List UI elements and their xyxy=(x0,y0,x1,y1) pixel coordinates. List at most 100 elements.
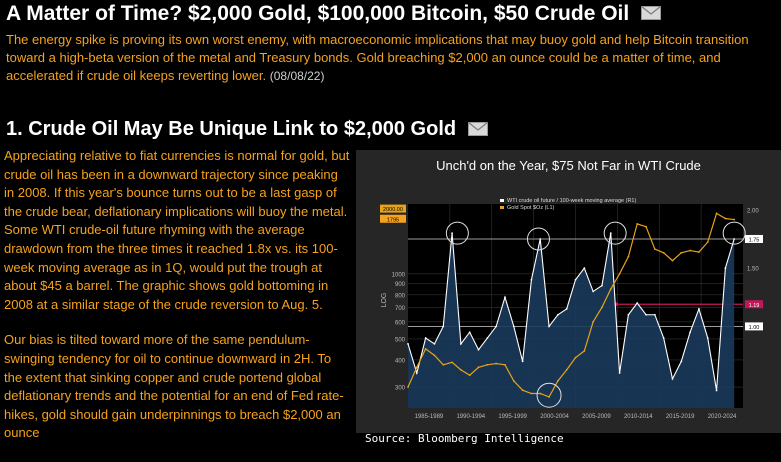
gold-point xyxy=(645,225,647,228)
oil-point xyxy=(618,372,621,374)
oil-point xyxy=(715,389,718,392)
oil-point xyxy=(689,331,692,334)
oil-point xyxy=(627,313,630,316)
gold-point xyxy=(680,251,683,254)
oil-point xyxy=(645,313,647,316)
oil-point xyxy=(539,238,542,240)
x-tick-label: 2015-2019 xyxy=(666,414,695,420)
oil-point xyxy=(442,325,445,328)
annotation-circle xyxy=(526,227,550,251)
x-tick-label: 1995-1999 xyxy=(498,414,527,420)
gold-point xyxy=(574,356,577,359)
section-heading-text: 1. Crude Oil May Be Unique Link to $2,00… xyxy=(6,118,457,140)
article-summary: The energy spike is proving its own wors… xyxy=(6,31,776,85)
gold-point xyxy=(706,241,709,244)
gold-point xyxy=(512,380,515,382)
oil-point xyxy=(459,342,462,345)
oil-point xyxy=(407,342,409,345)
annotation-circle xyxy=(722,221,746,245)
gold-point xyxy=(715,212,718,215)
legend-swatch-gold xyxy=(500,206,504,209)
gold-point xyxy=(733,218,736,221)
y-left-tick-label: 700 xyxy=(395,306,406,312)
y-left-tick-label: 1000 xyxy=(392,272,406,278)
gold-point xyxy=(433,354,436,357)
oil-point xyxy=(662,337,665,339)
paragraph: Our bias is tilted toward more of the sa… xyxy=(4,332,344,441)
oil-point xyxy=(504,296,506,299)
envelope-icon[interactable] xyxy=(641,2,662,26)
oil-point xyxy=(706,337,709,339)
y-left-tick-label: 300 xyxy=(395,386,406,392)
badge-right-label: 1.75 xyxy=(749,237,760,243)
chart-title: Unch'd on the Year, $75 Not Far in WTI C… xyxy=(436,158,701,173)
oil-point xyxy=(583,267,586,270)
y-left-tick-label: 500 xyxy=(395,337,406,343)
gold-point xyxy=(671,259,674,262)
gold-point xyxy=(636,222,639,225)
oil-point xyxy=(512,325,515,328)
legend-swatch-oil xyxy=(500,199,504,202)
oil-point xyxy=(556,313,559,316)
oil-point xyxy=(733,238,736,240)
oil-series-line xyxy=(407,233,735,391)
summary-text: The energy spike is proving its own wors… xyxy=(6,32,749,83)
x-tick-label: 2020-2024 xyxy=(708,414,737,420)
annotation-circle xyxy=(603,221,627,245)
y-right-tick-label: 1.50 xyxy=(747,267,759,273)
oil-point xyxy=(451,232,453,235)
badge-right-label: 1.00 xyxy=(749,325,760,331)
x-tick-label: 1990-1994 xyxy=(456,414,485,420)
gold-point xyxy=(530,392,533,395)
gold-point xyxy=(609,288,612,290)
envelope-icon[interactable] xyxy=(467,118,488,142)
oil-point xyxy=(495,325,498,328)
gold-point xyxy=(539,392,542,395)
article-date: (08/08/22) xyxy=(269,69,325,83)
oil-point xyxy=(486,337,489,339)
oil-point xyxy=(477,348,480,351)
section-body: Appreciating relative to fiat currencies… xyxy=(4,147,350,460)
oil-point xyxy=(601,284,603,287)
badge-right xyxy=(745,300,763,309)
gold-point xyxy=(477,366,480,369)
badge-left-gold-label: 2000.00 xyxy=(383,207,403,213)
y-left-tick-label: 600 xyxy=(395,320,406,326)
oil-point xyxy=(415,372,418,374)
gold-point xyxy=(486,363,489,366)
oil-point xyxy=(636,302,639,304)
oil-point xyxy=(574,278,577,281)
annotation-circle xyxy=(536,382,562,408)
oil-point xyxy=(592,290,595,293)
gold-point xyxy=(556,380,559,382)
oil-point xyxy=(698,308,700,310)
chart-panel: Unch'd on the Year, $75 Not Far in WTI C… xyxy=(356,150,781,433)
gold-point xyxy=(415,366,418,369)
badge-right xyxy=(745,322,763,331)
gold-point xyxy=(442,363,445,366)
badge-right-label: 1.19 xyxy=(749,303,760,309)
gold-point xyxy=(724,217,727,220)
gold-point xyxy=(662,251,665,254)
gold-point xyxy=(698,251,700,253)
oil-point xyxy=(521,360,524,363)
oil-point xyxy=(653,313,656,316)
gold-point xyxy=(504,363,506,366)
gold-point xyxy=(407,386,409,388)
oil-point xyxy=(548,325,550,328)
gold-point xyxy=(689,249,692,252)
badge-left-1795 xyxy=(380,214,406,223)
gold-point xyxy=(601,306,603,309)
y-left-tick-label: 900 xyxy=(395,282,406,288)
gold-series-line xyxy=(407,212,735,398)
oil-point xyxy=(433,342,436,345)
x-tick-label: 1985-1989 xyxy=(415,414,444,420)
section-heading: 1. Crude Oil May Be Unique Link to $2,00… xyxy=(6,117,488,142)
gold-point xyxy=(592,320,595,323)
oil-point xyxy=(671,377,674,380)
oil-point xyxy=(424,337,427,339)
gold-point xyxy=(459,368,462,371)
gold-point xyxy=(468,374,471,377)
x-tick-label: 2005-2009 xyxy=(582,414,611,420)
x-tick-label: 2010-2014 xyxy=(624,414,653,420)
